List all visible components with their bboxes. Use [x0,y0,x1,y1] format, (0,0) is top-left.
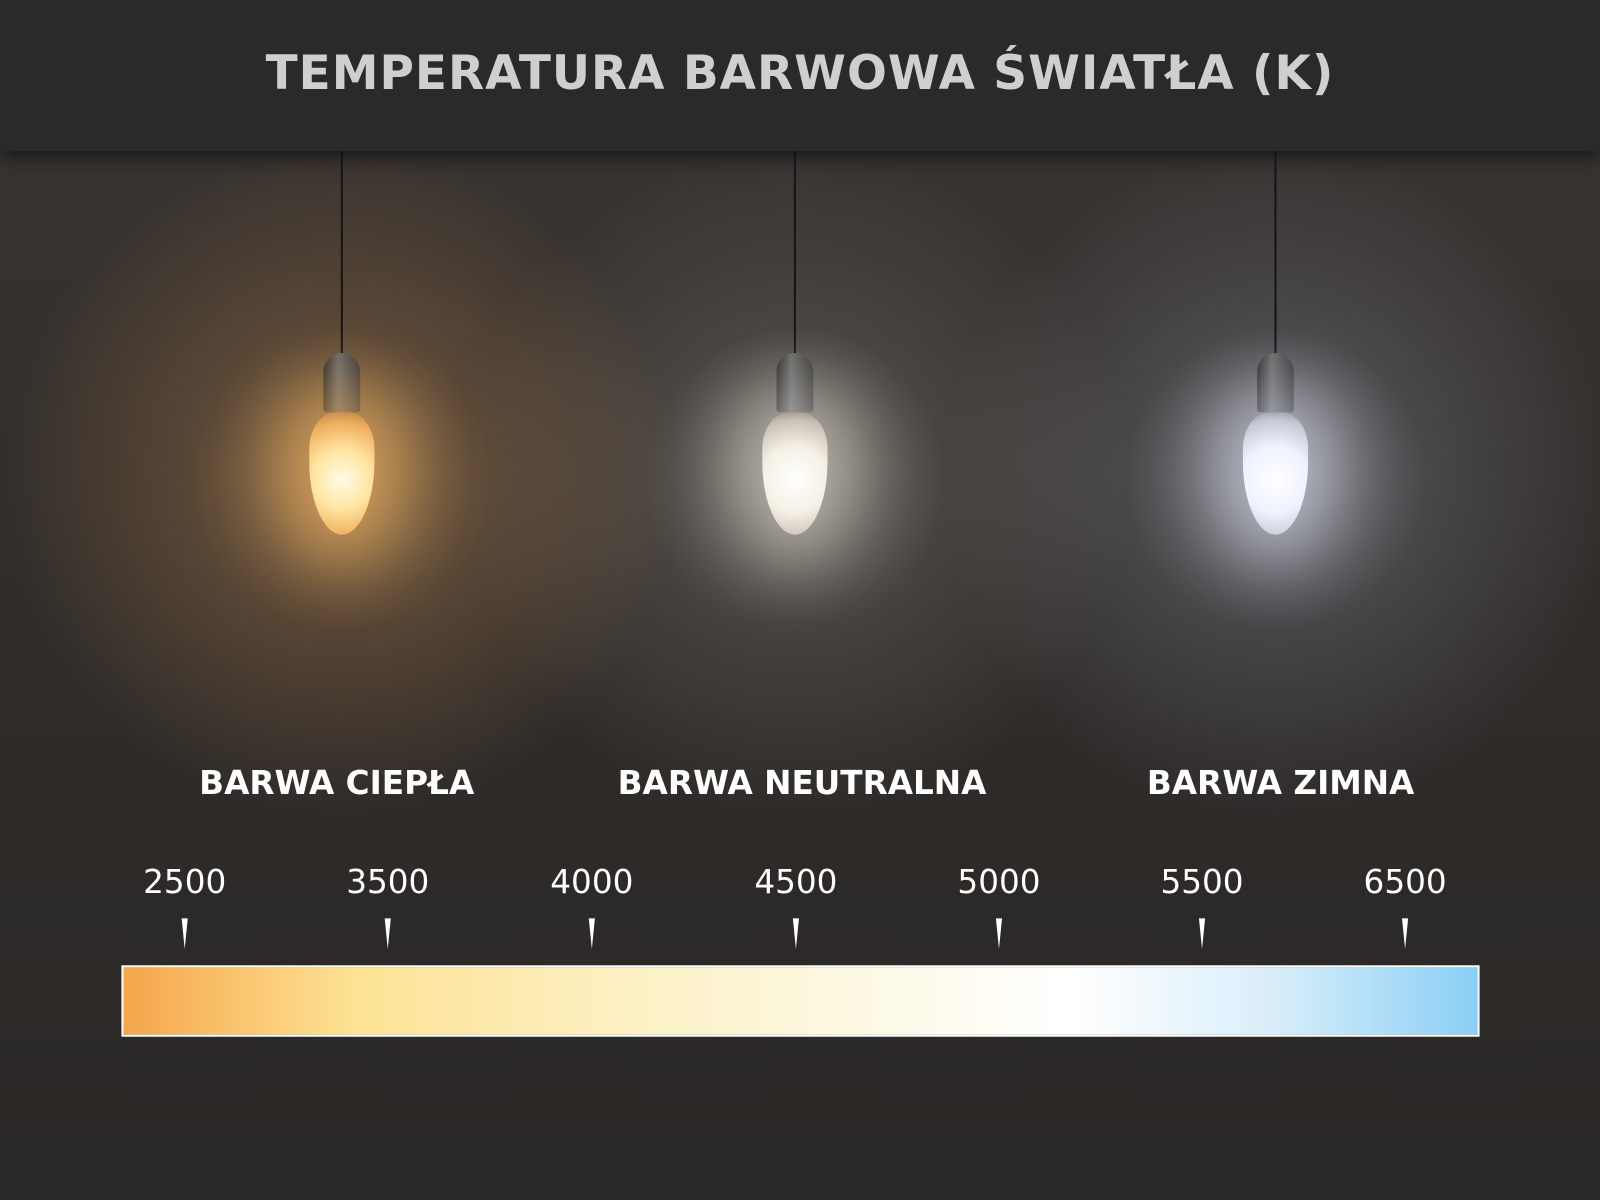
warm-bulb-icon [309,412,375,535]
zone-label-warm: BARWA CIEPŁA [199,763,475,803]
tick-label: 3500 [346,862,430,902]
tick-marker [995,918,1003,949]
tick-marker [384,918,391,949]
tick-marker [1402,918,1409,949]
tick-marker [588,918,595,949]
tick-label: 2500 [143,862,227,902]
cord [1274,151,1277,356]
neutral-bulb-icon [762,412,828,535]
cord [793,151,796,356]
tick-label: 4500 [754,862,838,902]
tick-marker [792,918,799,949]
socket [776,353,814,413]
cool-bulb-icon [1242,412,1309,535]
cord [340,151,343,356]
tick-label: 6500 [1363,862,1447,902]
tick-marker [1198,918,1206,949]
color-temperature-gradient-bar [121,965,1480,1037]
header-bar: TEMPERATURA BARWOWA ŚWIATŁA (K) [0,0,1600,152]
socket [323,353,361,413]
zone-label-cool: BARWA ZIMNA [1146,763,1415,803]
zone-label-neutral: BARWA NEUTRALNA [617,763,987,803]
tick-marker [181,918,188,949]
socket [1257,353,1294,413]
page-title: TEMPERATURA BARWOWA ŚWIATŁA (K) [265,44,1335,100]
tick-label: 4000 [550,862,634,902]
tick-label: 5000 [957,862,1041,902]
tick-label: 5500 [1160,862,1244,902]
